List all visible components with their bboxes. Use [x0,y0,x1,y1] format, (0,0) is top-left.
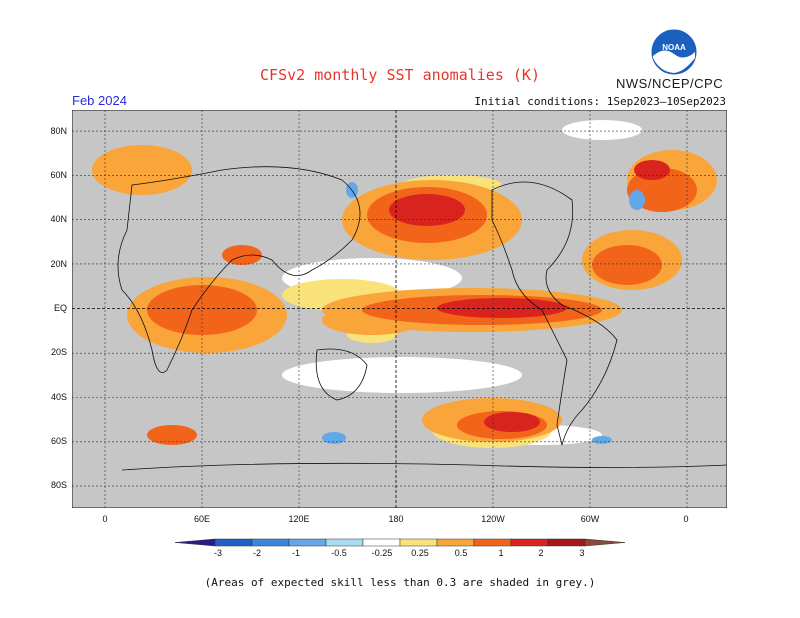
lon-label-120w: 120W [481,514,505,524]
red-anomaly-areas [389,160,670,432]
agency-label: NWS/NCEP/CPC [616,76,724,91]
colorbar-label-3: 3 [579,548,585,558]
grid-lines [72,110,727,508]
lon-label-0-east: 0 [683,514,689,524]
forecast-month: Feb 2024 [72,93,127,108]
footnote: (Areas of expected skill less than 0.3 a… [204,576,596,589]
lat-label-80s: 80S [50,480,67,490]
lat-label-eq: EQ [53,303,67,313]
lat-label-60n: 60N [50,170,67,180]
lat-label-20n: 20N [50,259,67,269]
lat-label-40n: 40N [50,214,67,224]
chart-title: CFSv2 monthly SST anomalies (K) [260,66,540,84]
colorbar-label-neg3: -3 [213,548,222,558]
colorbar-label-neg2: -2 [252,548,261,558]
colorbar-label-0-25: 0.25 [411,548,429,558]
colorbar-segment [510,538,549,547]
noaa-logo: NOAA [650,28,698,76]
colorbar-label-neg1: -1 [291,548,300,558]
colorbar-label-0-5: 0.5 [454,548,468,558]
coastlines [117,166,727,471]
lat-label-60s: 60S [50,436,67,446]
lon-label-120e: 120E [288,514,310,524]
sst-anomaly-map [72,110,727,508]
noaa-logo-text: NOAA [662,43,686,52]
colorbar-segment [288,538,327,547]
lon-label-180: 180 [388,514,404,524]
lat-label-20s: 20S [50,347,67,357]
colorbar-segment [473,538,512,547]
colorbar-segment [214,538,253,547]
colorbar-segment [325,538,364,547]
lon-label-60e: 60E [193,514,210,524]
colorbar-label-neg0-25: -0.25 [371,548,393,558]
colorbar-label-2: 2 [538,548,544,558]
colorbar-segment [436,538,475,547]
lat-label-80n: 80N [50,126,67,136]
colorbar-arrow-left [175,538,216,547]
colorbar-segment [547,538,586,547]
colorbar-segment [399,538,438,547]
lon-label-60w: 60W [580,514,600,524]
colorbar-segment [362,538,401,547]
colorbar-label-neg0-5: -0.5 [331,548,347,558]
colorbar-arrow-right [584,538,625,547]
colorbar [175,538,625,547]
lon-label-0: 0 [102,514,108,524]
colorbar-segment [251,538,290,547]
colorbar-label-1: 1 [498,548,504,558]
lat-label-40s: 40S [50,392,67,402]
initial-conditions: Initial conditions: 1Sep2023–10Sep2023 [474,95,726,108]
